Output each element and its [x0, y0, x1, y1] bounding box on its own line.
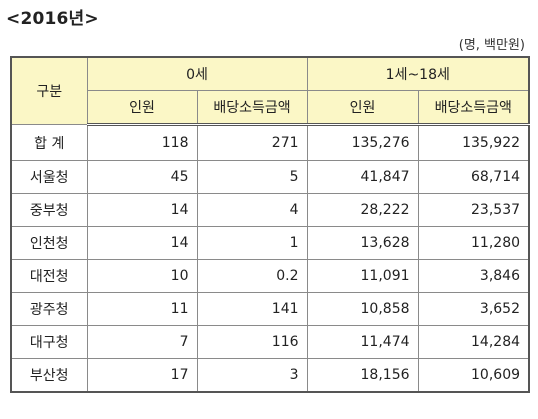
cell-count-b: 18,156 [306, 358, 419, 393]
cell-amount-a: 3 [196, 358, 308, 393]
cell-count-b: 10,858 [306, 292, 419, 326]
dividend-income-table: 구분 0세 1세~18세 인원 배당소득금액 인원 배당소득금액 합 계 118… [10, 56, 531, 393]
cell-count-b: 135,276 [306, 124, 419, 161]
cell-amount-b: 23,537 [417, 193, 530, 227]
table-row: 광주청 11 141 10,858 3,652 [10, 292, 530, 326]
cell-count-b: 41,847 [306, 160, 419, 194]
row-label: 중부청 [10, 193, 88, 227]
table-row: 중부청 14 4 28,222 23,537 [10, 193, 530, 227]
cell-count-a: 14 [86, 193, 198, 227]
cell-count-b: 11,091 [306, 259, 419, 293]
row-label: 부산청 [10, 358, 88, 393]
cell-count-b: 13,628 [306, 226, 419, 260]
cell-count-b: 11,474 [306, 325, 419, 359]
cell-count-a: 14 [86, 226, 198, 260]
unit-label: (명, 백만원) [458, 38, 525, 53]
header-age-1-18: 1세~18세 [306, 56, 530, 91]
row-label: 합 계 [10, 124, 88, 161]
cell-amount-b: 10,609 [417, 358, 530, 393]
subheader-amount-a: 배당소득금액 [196, 90, 308, 126]
table-row: 대구청 7 116 11,474 14,284 [10, 325, 530, 359]
cell-amount-a: 271 [196, 124, 308, 161]
cell-count-a: 17 [86, 358, 198, 393]
subheader-amount-b: 배당소득금액 [417, 90, 530, 126]
cell-amount-a: 0.2 [196, 259, 308, 293]
subheader-count-b: 인원 [306, 90, 419, 126]
cell-amount-b: 3,846 [417, 259, 530, 293]
table-row-total: 합 계 118 271 135,276 135,922 [10, 124, 530, 161]
cell-amount-a: 141 [196, 292, 308, 326]
row-label: 광주청 [10, 292, 88, 326]
cell-count-a: 45 [86, 160, 198, 194]
cell-amount-a: 116 [196, 325, 308, 359]
cell-amount-b: 14,284 [417, 325, 530, 359]
header-category: 구분 [10, 56, 88, 125]
cell-amount-a: 1 [196, 226, 308, 260]
cell-amount-b: 68,714 [417, 160, 530, 194]
cell-count-b: 28,222 [306, 193, 419, 227]
table-title: <2016년> [6, 9, 99, 29]
table-row: 인천청 14 1 13,628 11,280 [10, 226, 530, 260]
cell-amount-b: 3,652 [417, 292, 530, 326]
cell-count-a: 7 [86, 325, 198, 359]
row-label: 대전청 [10, 259, 88, 293]
cell-amount-b: 11,280 [417, 226, 530, 260]
cell-count-a: 11 [86, 292, 198, 326]
cell-amount-a: 4 [196, 193, 308, 227]
row-label: 대구청 [10, 325, 88, 359]
cell-count-a: 10 [86, 259, 198, 293]
table-row: 부산청 17 3 18,156 10,609 [10, 358, 530, 393]
cell-amount-b: 135,922 [417, 124, 530, 161]
cell-count-a: 118 [86, 124, 198, 161]
cell-amount-a: 5 [196, 160, 308, 194]
table-row: 서울청 45 5 41,847 68,714 [10, 160, 530, 194]
row-label: 서울청 [10, 160, 88, 194]
header-age-0: 0세 [86, 56, 308, 91]
row-label: 인천청 [10, 226, 88, 260]
subheader-count-a: 인원 [86, 90, 198, 126]
table-row: 대전청 10 0.2 11,091 3,846 [10, 259, 530, 293]
